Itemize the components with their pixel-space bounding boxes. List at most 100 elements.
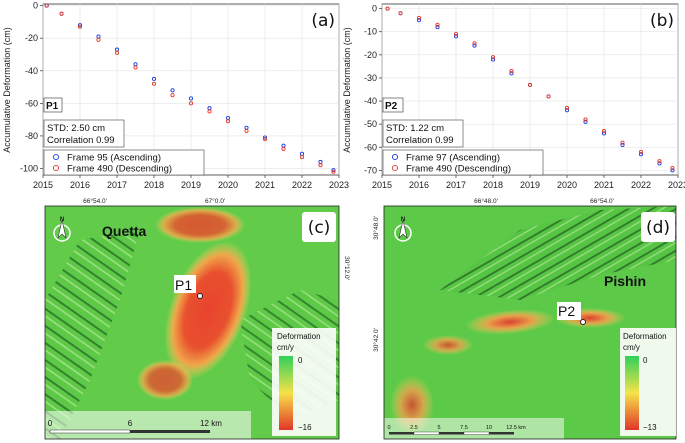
- b-series-1-point: [620, 140, 625, 145]
- b-series-1-point: [435, 22, 440, 27]
- a-xtick-label-6: 2021: [255, 180, 275, 190]
- b-xtick-label-2: 2017: [446, 180, 466, 190]
- map-c-scale-0: 0: [48, 419, 53, 428]
- map-d-point-box: [557, 302, 581, 320]
- map-d-point-marker: [580, 319, 586, 325]
- b-series-0-point: [509, 71, 514, 76]
- b-series-1-point: [385, 6, 390, 11]
- map-d-coord-top-2: 66°54.0': [590, 197, 614, 205]
- b-series-0-point: [564, 108, 570, 113]
- map-c-point-marker: [197, 293, 203, 299]
- b-series-0-point: [601, 131, 607, 136]
- a-series-1-point: [59, 11, 64, 16]
- a-series-1-point: [114, 50, 120, 55]
- map-c-panel-label: (c): [308, 218, 331, 238]
- map-d-scale-2: 5: [437, 425, 440, 431]
- map-c-subsidence-north: [155, 207, 245, 243]
- a-ytick-label-3: -60: [25, 98, 38, 108]
- b-series-0-point: [472, 43, 477, 48]
- b-xtick-label-0: 2015: [372, 180, 392, 190]
- chart-b-legend-marker-0: [391, 153, 399, 161]
- a-series-1-point: [151, 81, 157, 86]
- chart-a-correlation: Correlation 0.99: [47, 135, 115, 146]
- b-series-0-point: [583, 119, 588, 124]
- b-series-1-point: [527, 82, 533, 87]
- a-series-1-point: [96, 37, 101, 42]
- chart-a-gridlines: [42, 4, 340, 175]
- chart-a-legend-marker-0: [52, 153, 60, 161]
- map-d-coord-side-1: 30°48.0': [372, 216, 380, 240]
- chart-b-legend-label-1: Frame 490 (Descending): [406, 164, 511, 175]
- a-ytick-label-5: -100: [20, 163, 38, 173]
- chart-a-std: STD: 2.50 cm: [47, 123, 105, 134]
- map-d-scale-5: 12.5 km: [506, 425, 526, 431]
- a-ytick-label-0: 0: [33, 1, 38, 11]
- a-series-1-point: [262, 137, 268, 142]
- a-xtick-label-7: 2022: [292, 180, 312, 190]
- b-series-1-point: [546, 94, 551, 99]
- map-c-subsidence-south: [137, 360, 193, 400]
- chart-a-legend-marker-1: [52, 164, 60, 172]
- map-c-legend-title: Deformation: [277, 332, 321, 341]
- a-xtick-label-2: 2017: [107, 180, 127, 190]
- a-series-1-point: [207, 109, 212, 114]
- chart-b-x-ticks: 2015 2016 2017 2018 2019 2020 2021 2022 2023: [372, 175, 685, 190]
- b-xtick-label-5: 2020: [557, 180, 577, 190]
- map-c-legend-max: 0: [298, 356, 303, 365]
- a-series-0-point: [188, 96, 194, 101]
- map-d-legend-title: Deformation: [623, 332, 667, 341]
- map-c-north-arrow-icon: N: [53, 217, 71, 242]
- chart-b-ylabel: Accumulative Deformation (cm): [342, 27, 352, 153]
- b-series-0-point: [435, 25, 440, 30]
- b-series-1-point: [583, 117, 588, 122]
- map-c-legend-min: −16: [298, 423, 312, 432]
- b-series-0-point: [657, 161, 662, 166]
- a-series-1-point: [170, 93, 175, 98]
- map-d-scalebar: 0 2.5 5 7.5 10 12.5 km: [387, 425, 526, 435]
- b-series-1-point: [601, 129, 607, 134]
- a-series-0-point: [170, 88, 175, 93]
- a-series-1-point: [225, 119, 231, 124]
- map-c-frame: [44, 205, 340, 440]
- chart-b-legend-marker-1: [391, 164, 399, 172]
- map-d-panel-box: [641, 212, 675, 242]
- map-d-subsidence-central: [465, 309, 555, 335]
- b-xtick-label-3: 2018: [483, 180, 503, 190]
- b-series-0-point: [620, 142, 625, 148]
- a-series-1-point: [299, 155, 305, 160]
- b-xtick-label-4: 2019: [520, 180, 540, 190]
- b-xtick-label-1: 2016: [409, 180, 429, 190]
- a-ytick-label-4: -80: [25, 131, 38, 141]
- b-ytick-label-6: -60: [364, 142, 377, 152]
- map-c-legend-ramp: [279, 356, 293, 430]
- a-series-1-point: [44, 3, 49, 8]
- chart-b-legend: [382, 149, 544, 176]
- b-series-0-point: [490, 57, 496, 62]
- b-series-1-point: [490, 55, 496, 60]
- map-d-coord-side-2: 30°42.0': [372, 328, 380, 352]
- b-series-1-point: [564, 105, 570, 111]
- map-c-legend-unit: cm/y: [277, 343, 294, 352]
- map-d-frame: [383, 205, 677, 440]
- b-series-1-point: [509, 68, 514, 74]
- chart-b-point-label: P2: [385, 101, 398, 112]
- map-c-scale-1: 6: [128, 419, 133, 428]
- map-d-legend-min: −13: [643, 423, 657, 432]
- map-c-mountain-west: [45, 230, 140, 439]
- chart-b-correlation: Correlation 0.99: [386, 135, 454, 146]
- chart-b-panel-label: (b): [650, 11, 674, 31]
- chart-a-x-ticks: 2015 2016 2017 2018 2019 2020 2021 2022 2023: [33, 175, 349, 190]
- a-ytick-label-2: -40: [25, 66, 38, 76]
- a-series-0-point: [262, 135, 268, 140]
- a-series-0-point: [151, 76, 157, 81]
- b-ytick-label-0: 0: [372, 4, 377, 14]
- b-xtick-label-7: 2022: [631, 180, 651, 190]
- map-c-scale-2: 12 km: [200, 419, 222, 428]
- b-series-0-point: [638, 152, 644, 157]
- map-d-scale-0: 0: [387, 425, 390, 431]
- map-d-coord-top-1: 66°48.0': [474, 197, 498, 205]
- b-series-0-point: [670, 168, 675, 173]
- map-d-north-arrow-icon: N: [394, 217, 412, 242]
- map-c-scalebar-bg: [45, 411, 251, 439]
